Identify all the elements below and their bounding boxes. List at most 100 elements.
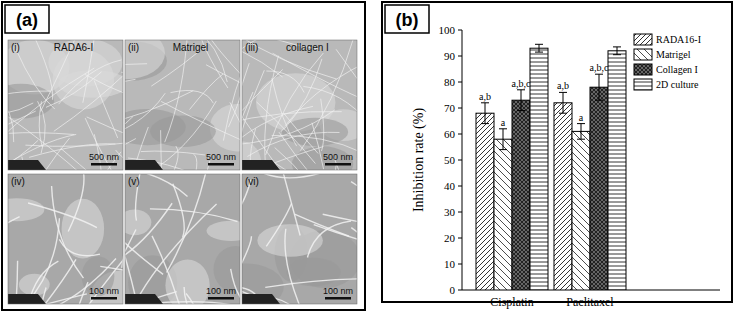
y-tick-label: 50 xyxy=(444,154,456,166)
y-axis-label: Inhibition rate (%) xyxy=(411,108,427,213)
texture xyxy=(125,40,165,79)
fibers xyxy=(8,40,123,170)
scale-bar xyxy=(325,163,351,166)
bar xyxy=(572,131,590,290)
fiber xyxy=(100,266,123,285)
panel-b-frame xyxy=(382,2,732,302)
significance-label: a,b xyxy=(479,91,491,102)
bar xyxy=(476,113,494,290)
fiber xyxy=(351,182,357,232)
fiber xyxy=(141,151,205,155)
scale-bar-label: 100 nm xyxy=(323,286,353,296)
fiber xyxy=(190,74,224,110)
figure: (a)(i)RADA6-I500 nm(ii)Matrigel500 nm(ii… xyxy=(0,0,734,314)
y-tick xyxy=(458,264,462,265)
fiber xyxy=(242,236,251,284)
image-frame xyxy=(242,174,357,304)
fiber xyxy=(333,165,337,170)
y-tick xyxy=(458,56,462,57)
y-tick-label: 80 xyxy=(444,76,456,88)
fiber xyxy=(8,68,94,147)
scale-bar-label: 500 nm xyxy=(323,152,353,162)
fiber xyxy=(272,135,357,152)
fiber xyxy=(8,111,36,159)
legend-swatch xyxy=(634,79,652,90)
scale-bar xyxy=(91,163,117,166)
fiber xyxy=(266,53,324,155)
legend-swatch xyxy=(634,49,652,60)
legend-label: 2D culture xyxy=(656,79,699,90)
category-label: Cisplatin xyxy=(490,295,533,309)
y-tick-label: 0 xyxy=(450,284,456,296)
y-tick-label: 70 xyxy=(444,102,456,114)
image-label: (v) xyxy=(128,176,140,187)
texture xyxy=(150,115,216,146)
image-frame xyxy=(125,40,240,170)
scale-bar xyxy=(208,297,234,300)
legend-label: Matrigel xyxy=(656,49,691,60)
texture xyxy=(242,263,284,304)
fiber xyxy=(8,134,76,170)
significance-label: a xyxy=(501,117,506,128)
fibers xyxy=(125,174,240,304)
fiber xyxy=(87,117,123,157)
y-tick xyxy=(458,212,462,213)
fiber xyxy=(8,217,20,260)
category-label: Paclitaxel xyxy=(566,295,614,309)
y-tick-label: 20 xyxy=(444,232,456,244)
fiber xyxy=(26,218,60,304)
y-tick-label: 30 xyxy=(444,206,456,218)
error-bar xyxy=(499,129,507,150)
legend: RADA16-IMatrigelCollagen I2D culture xyxy=(634,34,701,90)
fiber xyxy=(68,174,84,231)
bars xyxy=(476,44,626,290)
fiber xyxy=(81,254,123,304)
legend-label: Collagen I xyxy=(656,64,698,75)
texture xyxy=(125,210,151,236)
fiber xyxy=(303,86,357,123)
image-frame xyxy=(242,40,357,170)
fiber xyxy=(242,98,301,170)
significance-label: a,b,c xyxy=(512,78,531,89)
fiber xyxy=(242,180,251,251)
fiber xyxy=(60,148,120,170)
y-tick xyxy=(458,82,462,83)
fiber xyxy=(150,209,238,222)
image-title: Matrigel xyxy=(173,42,209,53)
fiber xyxy=(85,74,123,107)
bar xyxy=(512,100,530,290)
fiber xyxy=(228,73,240,127)
y-tick-label: 100 xyxy=(439,24,456,36)
y-tick xyxy=(458,108,462,109)
image-title: collagen I xyxy=(286,42,329,53)
texture xyxy=(286,258,340,287)
bar xyxy=(608,51,626,290)
fiber xyxy=(285,229,305,304)
texture xyxy=(206,221,240,241)
y-tick xyxy=(458,290,462,291)
fiber xyxy=(307,221,351,257)
fiber xyxy=(242,69,283,111)
fiber xyxy=(54,72,123,131)
fiber xyxy=(125,174,188,197)
scale-bar-label: 500 nm xyxy=(206,152,236,162)
fiber xyxy=(125,203,172,260)
texture xyxy=(257,224,323,256)
image-background xyxy=(8,174,123,304)
y-tick-label: 60 xyxy=(444,128,456,140)
fiber xyxy=(273,53,357,102)
instrument-tag xyxy=(125,294,163,304)
y-tick xyxy=(458,186,462,187)
fiber xyxy=(151,43,208,86)
error-bar xyxy=(613,47,621,55)
legend-swatch xyxy=(634,34,652,45)
fiber xyxy=(242,92,253,170)
fiber xyxy=(28,203,97,228)
bar xyxy=(554,103,572,290)
scale-bar xyxy=(325,297,351,300)
fiber xyxy=(284,59,322,130)
texture xyxy=(8,198,44,221)
error-bar xyxy=(481,103,489,124)
fiber xyxy=(125,91,193,124)
fiber xyxy=(125,79,135,102)
